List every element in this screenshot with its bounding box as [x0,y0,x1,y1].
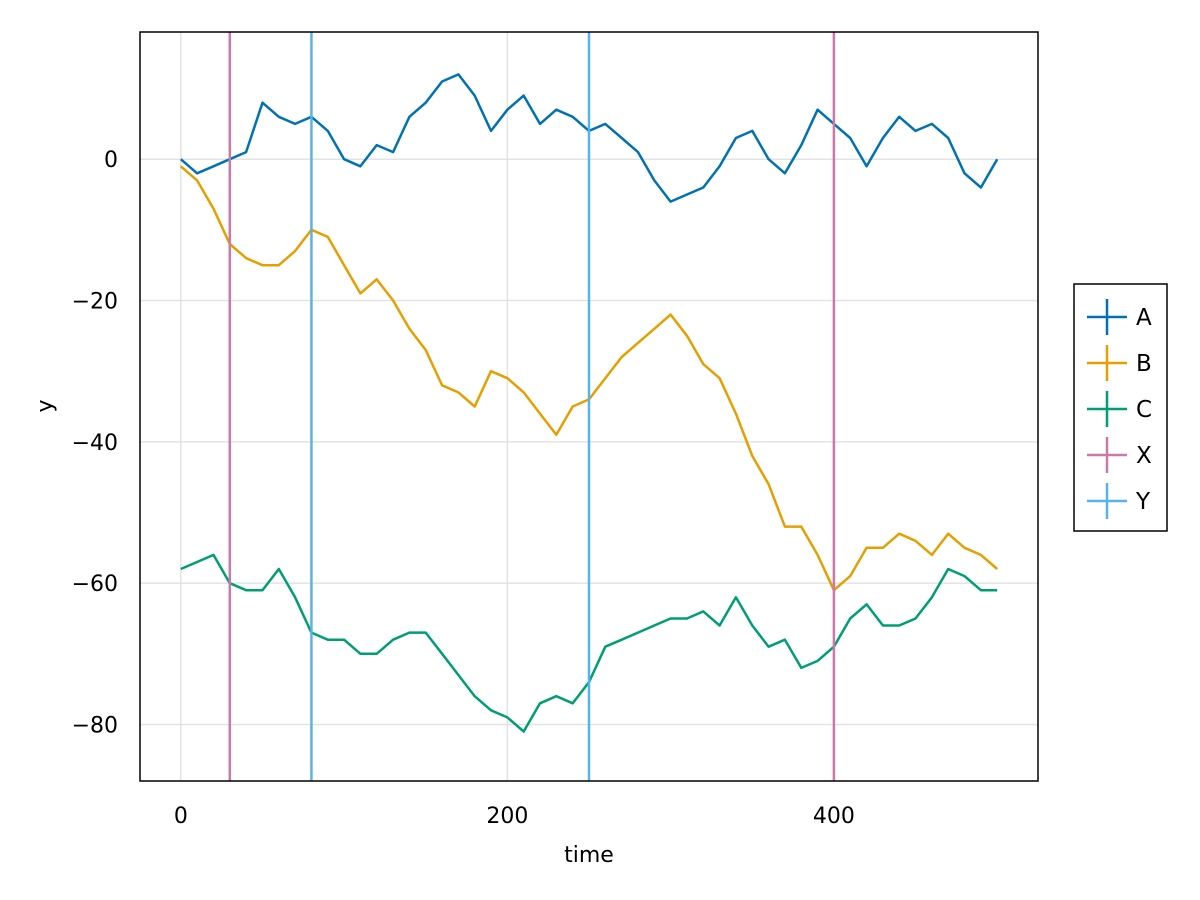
plot-frame [139,31,1039,782]
x-axis-label: time [564,843,614,868]
x-axis-ticks: 0 200 400 [174,804,855,829]
y-axis-ticks: 0 −20 −40 −60 −80 [72,148,118,738]
x-tick-label: 0 [174,804,188,829]
legend-label: A [1136,305,1152,331]
legend-label: X [1136,443,1152,469]
y-tick-label: −60 [72,572,118,597]
y-tick-label: −80 [72,713,118,738]
series-group [179,32,999,781]
x-tick-label: 400 [813,804,855,829]
legend-box [1073,283,1168,532]
y-tick-label: −20 [72,290,118,315]
legend-label: B [1136,351,1152,377]
y-axis-label: y [33,399,58,412]
legend-label: C [1136,397,1152,423]
y-tick-label: −40 [72,431,118,456]
y-tick-label: 0 [104,148,118,173]
legend-label: Y [1135,489,1151,515]
x-tick-label: 200 [486,804,528,829]
